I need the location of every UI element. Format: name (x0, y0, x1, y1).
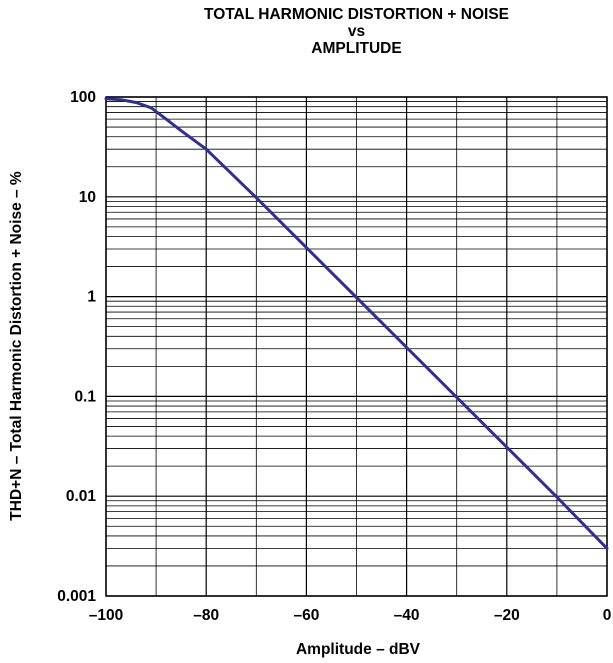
series-line (104, 97, 609, 550)
x-tick-label: –60 (293, 607, 319, 624)
chart-title-line-1: TOTAL HARMONIC DISTORTION + NOISE (204, 6, 509, 23)
grid-minor (106, 97, 607, 596)
x-tick-label: –100 (89, 607, 123, 624)
chart-title-line-3: AMPLITUDE (311, 40, 402, 57)
y-tick-label: 0.01 (66, 488, 97, 505)
x-tick-labels: –100 –80 –60 –40 –20 0 (89, 607, 612, 624)
x-tick-label: –80 (193, 607, 219, 624)
y-tick-label: 0.1 (74, 388, 96, 405)
y-tick-label: 1 (87, 289, 96, 306)
plot-frame (105, 96, 608, 597)
chart-title: TOTAL HARMONIC DISTORTION + NOISE vs AMP… (0, 6, 613, 57)
y-tick-labels: 100 10 1 0.1 0.01 0.001 (57, 89, 96, 605)
y-tick-label: 100 (70, 89, 96, 106)
y-tick-label: 10 (79, 189, 96, 206)
x-axis-label: Amplitude – dBV (296, 641, 421, 658)
y-axis-label: THD+N – Total Harmonic Distortion + Nois… (8, 171, 25, 521)
x-tick-label: 0 (603, 607, 612, 624)
chart-title-line-2: vs (347, 23, 366, 40)
x-tick-label: –40 (394, 607, 420, 624)
x-tick-label: –20 (494, 607, 520, 624)
y-tick-label: 0.001 (57, 588, 96, 605)
data-series (104, 97, 609, 550)
